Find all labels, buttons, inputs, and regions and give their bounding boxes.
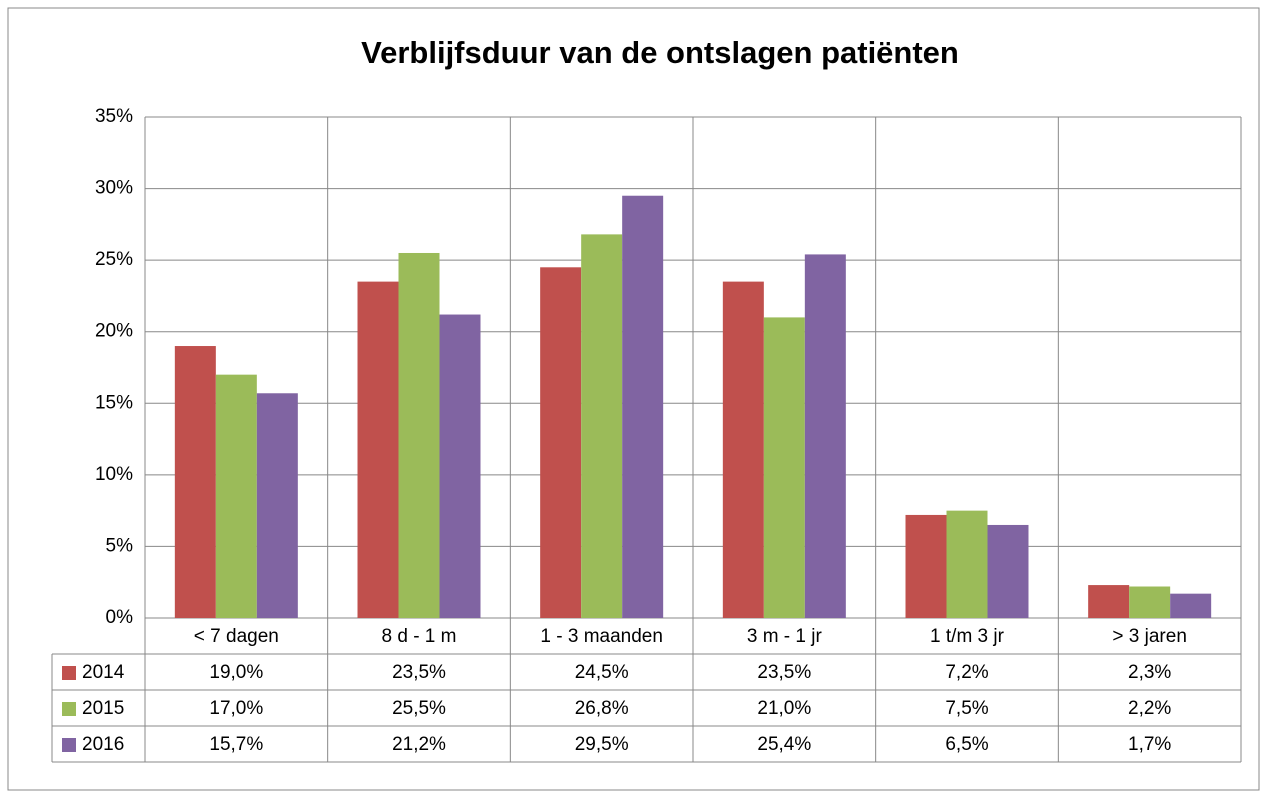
bar (174, 346, 216, 618)
bar (439, 314, 481, 618)
x-tick-label: < 7 dagen (194, 626, 279, 647)
bar (905, 514, 947, 618)
table-value: 19,0% (209, 662, 263, 683)
bar (722, 281, 764, 618)
bar (1129, 586, 1171, 618)
y-tick-label: 0% (106, 607, 134, 628)
table-value: 21,0% (757, 698, 811, 719)
legend-key (62, 666, 76, 680)
table-value: 24,5% (575, 662, 629, 683)
bar (804, 254, 846, 618)
bar (540, 267, 582, 618)
y-tick-label: 10% (95, 464, 133, 485)
x-tick-label: 8 d - 1 m (382, 626, 457, 647)
legend-label: 2014 (82, 662, 125, 683)
y-tick-label: 25% (95, 249, 133, 270)
table-value: 2,2% (1128, 698, 1171, 719)
table-value: 15,7% (209, 734, 263, 755)
table-value: 2,3% (1128, 662, 1171, 683)
bar (1170, 593, 1212, 618)
x-tick-label: > 3 jaren (1112, 626, 1186, 647)
table-value: 26,8% (575, 698, 629, 719)
chart-title: Verblijfsduur van de ontslagen patiënten (361, 35, 959, 70)
bar (622, 195, 664, 618)
legend-label: 2016 (82, 734, 124, 755)
bar (763, 317, 805, 618)
table-value: 25,5% (392, 698, 446, 719)
x-tick-label: 3 m - 1 jr (747, 626, 823, 647)
table-value: 21,2% (392, 734, 446, 755)
table-value: 29,5% (575, 734, 629, 755)
bar (987, 524, 1029, 618)
table-value: 23,5% (757, 662, 811, 683)
y-tick-label: 20% (95, 321, 133, 342)
table-value: 7,2% (945, 662, 988, 683)
bar (581, 234, 623, 618)
table-value: 6,5% (945, 734, 988, 755)
table-value: 1,7% (1128, 734, 1171, 755)
table-value: 7,5% (945, 698, 988, 719)
x-tick-label: 1 t/m 3 jr (930, 626, 1005, 647)
y-tick-label: 30% (95, 178, 133, 199)
bar (357, 281, 399, 618)
table-value: 17,0% (209, 698, 263, 719)
table-value: 25,4% (757, 734, 811, 755)
x-tick-label: 1 - 3 maanden (540, 626, 663, 647)
y-tick-label: 15% (95, 392, 133, 413)
bar (1088, 585, 1130, 618)
bar (398, 252, 440, 618)
y-tick-label: 35% (95, 106, 133, 127)
y-tick-label: 5% (106, 535, 134, 556)
legend-key (62, 738, 76, 752)
legend-key (62, 702, 76, 716)
table-value: 23,5% (392, 662, 446, 683)
bar (256, 393, 298, 618)
legend-label: 2015 (82, 698, 124, 719)
bar (946, 510, 988, 618)
bar (215, 374, 257, 618)
